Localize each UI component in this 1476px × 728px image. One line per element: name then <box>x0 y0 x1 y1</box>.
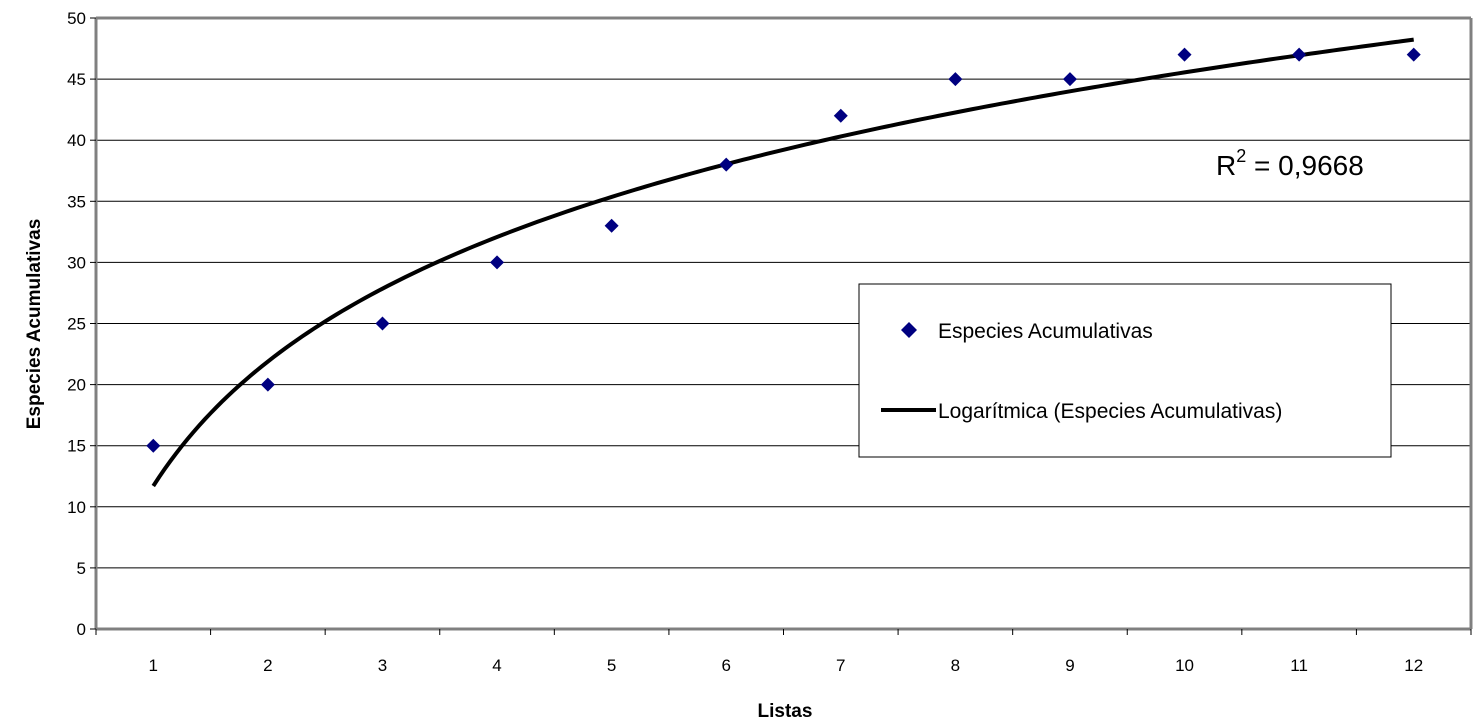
y-tick-label: 5 <box>77 559 86 578</box>
y-tick-label: 50 <box>67 9 86 28</box>
data-point <box>948 72 963 87</box>
r-squared-label: R2 = 0,9668 <box>1216 146 1364 181</box>
y-axis-title: Especies Acumulativas <box>24 219 45 430</box>
y-tick-label: 10 <box>67 498 86 517</box>
x-tick-label: 3 <box>378 656 387 675</box>
x-tick-label: 8 <box>951 656 960 675</box>
legend: Especies Acumulativas Logarítmica (Espec… <box>858 283 1392 458</box>
x-tick-label: 1 <box>149 656 158 675</box>
data-point <box>146 438 161 453</box>
x-tick-label: 7 <box>836 656 845 675</box>
y-tick-label: 30 <box>67 253 86 272</box>
x-tick-label: 4 <box>492 656 501 675</box>
trendline-curve <box>151 37 1414 488</box>
data-point <box>490 255 505 270</box>
r-squared-base: R <box>1216 150 1236 181</box>
y-tick-label: 0 <box>77 620 86 639</box>
data-point <box>1062 72 1077 87</box>
y-tick-label: 45 <box>67 70 86 89</box>
legend-diamond-marker <box>901 322 917 338</box>
legend-box <box>858 283 1392 458</box>
data-point <box>833 108 848 123</box>
x-tick-label: 10 <box>1175 656 1194 675</box>
legend-trendline-label: Logarítmica (Especies Acumulativas) <box>938 400 1282 423</box>
y-axis-ticks: 0 5 10 15 20 25 30 35 40 45 50 <box>67 9 96 639</box>
x-tick-label: 12 <box>1404 656 1423 675</box>
x-axis-title: Listas <box>758 701 813 722</box>
y-tick-label: 25 <box>67 315 86 334</box>
data-point <box>604 218 619 233</box>
r-squared-value: = 0,9668 <box>1246 150 1364 181</box>
y-tick-label: 15 <box>67 437 86 456</box>
x-tick-label: 2 <box>263 656 272 675</box>
data-point <box>1177 47 1192 62</box>
legend-series-label: Especies Acumulativas <box>938 320 1153 343</box>
data-point <box>719 157 734 172</box>
x-tick-label: 9 <box>1065 656 1074 675</box>
r-squared-exponent: 2 <box>1236 146 1246 166</box>
y-tick-label: 20 <box>67 376 86 395</box>
y-tick-label: 35 <box>67 192 86 211</box>
y-tick-label: 40 <box>67 131 86 150</box>
data-point <box>260 377 275 392</box>
data-point <box>1406 47 1421 62</box>
x-tick-label: 11 <box>1290 656 1308 675</box>
data-point <box>375 316 390 331</box>
x-tick-label: 6 <box>721 656 730 675</box>
data-point <box>1292 47 1307 62</box>
x-axis-ticks: 1 2 3 4 5 6 7 8 9 10 11 12 <box>95 629 1472 675</box>
x-tick-label: 5 <box>607 656 616 675</box>
data-points <box>146 47 1421 453</box>
